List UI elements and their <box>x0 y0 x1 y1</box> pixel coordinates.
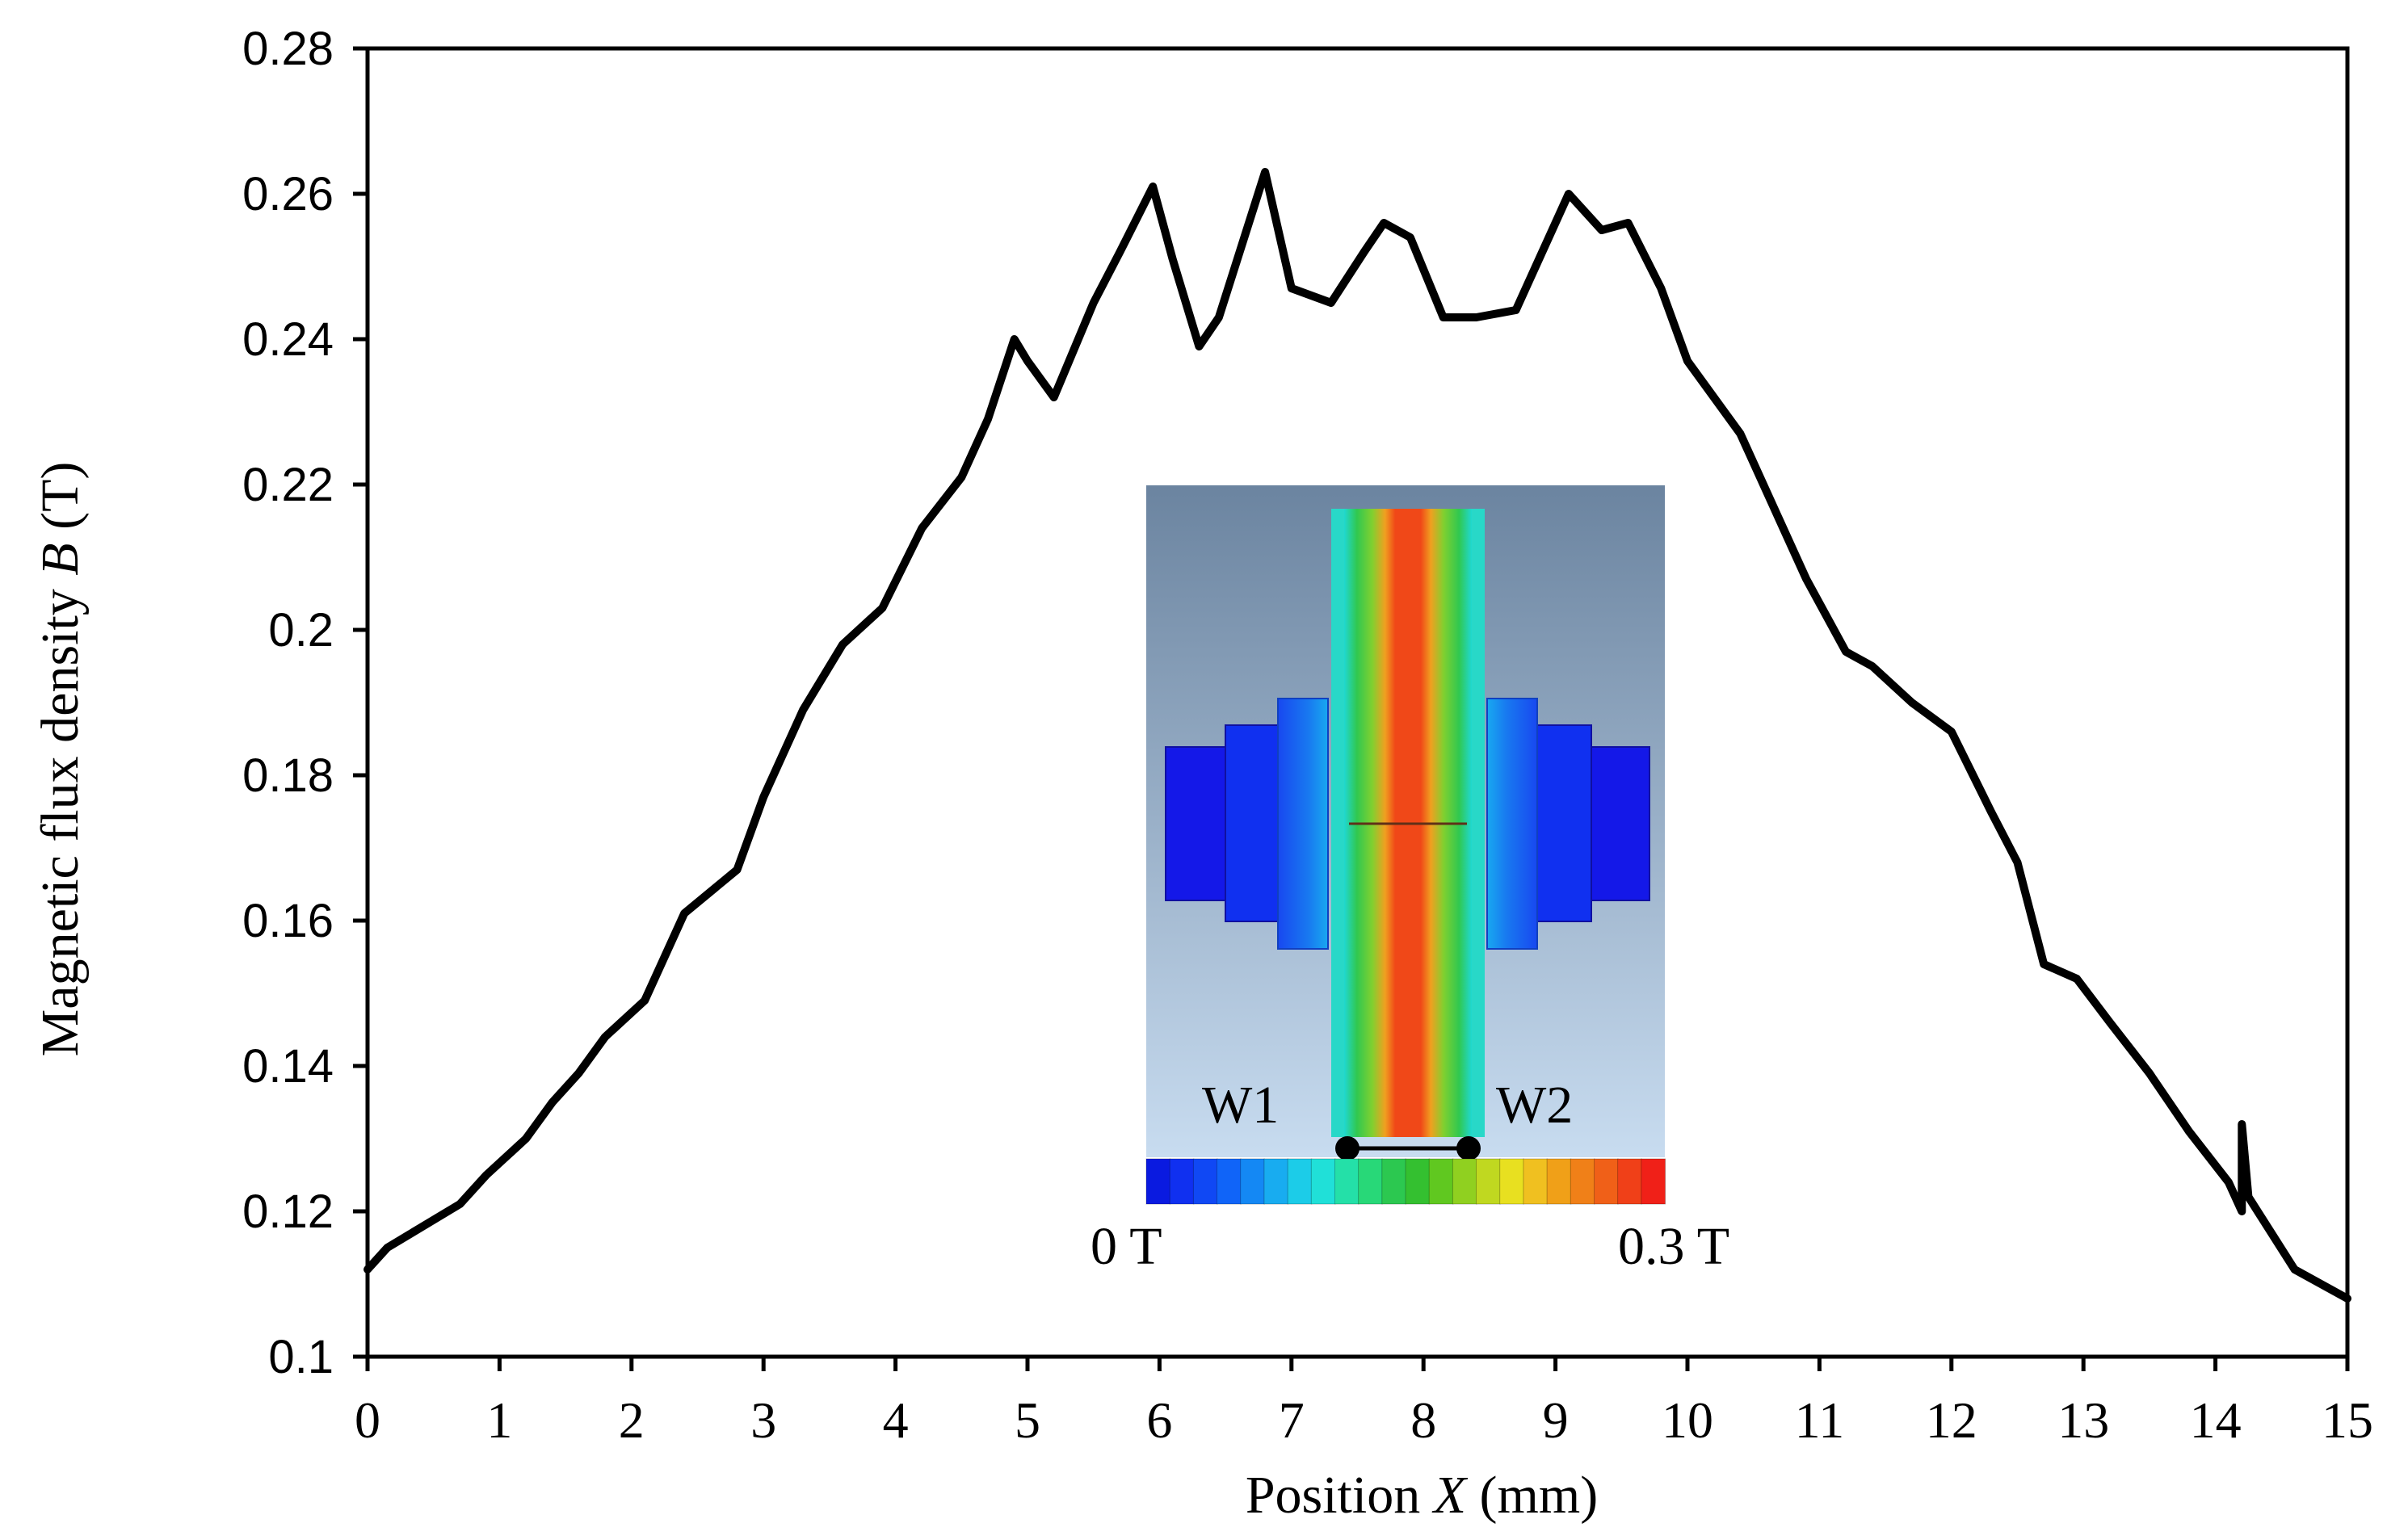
weld-point-w1 <box>1335 1136 1359 1160</box>
x-axis-title-prefix: Position <box>1246 1466 1434 1525</box>
y-tick-label: 0.24 <box>242 313 334 366</box>
colorbar-cell <box>1287 1158 1313 1205</box>
colorbar-cell <box>1381 1158 1407 1205</box>
tick-layer: 0 1 2 3 4 5 6 7 8 9 10 11 12 13 14 150.10.120.140.160.1… <box>242 23 2373 1449</box>
label-w1: W1 <box>1202 1076 1279 1135</box>
y-tick-label: 0.22 <box>242 459 334 511</box>
y-tick-label: 0.2 <box>268 604 334 657</box>
y-tick-label: 0.18 <box>242 749 334 802</box>
magnet-left-pole <box>1277 698 1329 950</box>
colorbar-cell <box>1594 1158 1619 1205</box>
y-tick-label: 0.16 <box>242 895 334 947</box>
colorbar-cell <box>1240 1158 1265 1205</box>
y-tick-label: 0.28 <box>242 23 334 75</box>
x-tick-label: 11 <box>1795 1391 1845 1449</box>
plot-frame <box>365 46 2350 1359</box>
x-tick-label: 5 <box>1015 1391 1040 1449</box>
y-axis-title: Magnetic flux density B (T) <box>31 462 90 1057</box>
colorbar-cell <box>1310 1158 1336 1205</box>
x-tick-label: 2 <box>619 1391 645 1449</box>
x-tick-label: 13 <box>2057 1391 2109 1449</box>
colorbar-cell <box>1546 1158 1572 1205</box>
colorbar-cell <box>1428 1158 1454 1205</box>
x-tick-label: 12 <box>1926 1391 1977 1449</box>
x-tick-label: 8 <box>1410 1391 1436 1449</box>
x-tick-label: 7 <box>1279 1391 1305 1449</box>
x-tick-label: 6 <box>1146 1391 1172 1449</box>
x-axis-title-var: X <box>1431 1466 1469 1525</box>
colorbar-cell <box>1476 1158 1501 1205</box>
colorbar-cell <box>1617 1158 1642 1205</box>
colorbar-cell <box>1192 1158 1218 1205</box>
y-tick-label: 0.1 <box>268 1331 334 1383</box>
x-tick-label: 1 <box>486 1391 512 1449</box>
colorbar <box>1145 1158 1666 1205</box>
magnet-left-outer <box>1165 746 1233 901</box>
field-simulation-inset: W1 W2 0 T 0.3 T <box>1091 485 1729 1276</box>
x-axis-title: Position X (mm) <box>1246 1466 1598 1525</box>
series-line-flux-density <box>364 168 2351 1303</box>
magnet-right-outer <box>1582 746 1650 901</box>
colorbar-cell <box>1263 1158 1289 1205</box>
x-axis-title-suffix: (mm) <box>1466 1466 1598 1525</box>
x-tick-label: 0 <box>355 1391 380 1449</box>
x-tick-label: 14 <box>2190 1391 2242 1449</box>
y-tick-label: 0.12 <box>242 1185 334 1238</box>
colorbar-cell <box>1499 1158 1524 1205</box>
magnet-left-mid <box>1225 724 1283 922</box>
weld-point-w2 <box>1456 1136 1481 1160</box>
colorbar-max-label: 0.3 T <box>1618 1217 1729 1276</box>
colorbar-cell <box>1641 1158 1666 1205</box>
colorbar-cell <box>1523 1158 1549 1205</box>
y-axis-title-suffix: (T) <box>31 462 90 543</box>
colorbar-min-label: 0 T <box>1091 1217 1162 1276</box>
magnet-right-mid <box>1534 724 1592 922</box>
x-tick-label: 4 <box>883 1391 909 1449</box>
colorbar-cell <box>1217 1158 1242 1205</box>
colorbar-cell <box>1405 1158 1431 1205</box>
colorbar-cell <box>1358 1158 1383 1205</box>
y-axis-title-prefix: Magnetic flux density <box>31 576 90 1057</box>
y-tick-label: 0.14 <box>242 1040 334 1093</box>
colorbar-cell <box>1334 1158 1359 1205</box>
x-tick-label: 3 <box>750 1391 776 1449</box>
x-tick-label: 10 <box>1662 1391 1713 1449</box>
colorbar-cell <box>1452 1158 1477 1205</box>
colorbar-cell <box>1570 1158 1595 1205</box>
magnet-right-pole <box>1486 698 1538 950</box>
x-tick-label: 9 <box>1543 1391 1569 1449</box>
colorbar-cell <box>1169 1158 1195 1205</box>
colorbar-cell <box>1145 1158 1171 1205</box>
label-w2: W2 <box>1496 1076 1573 1135</box>
x-tick-label: 15 <box>2322 1391 2373 1449</box>
y-axis-title-var: B <box>31 543 90 575</box>
y-tick-label: 0.26 <box>242 168 334 220</box>
